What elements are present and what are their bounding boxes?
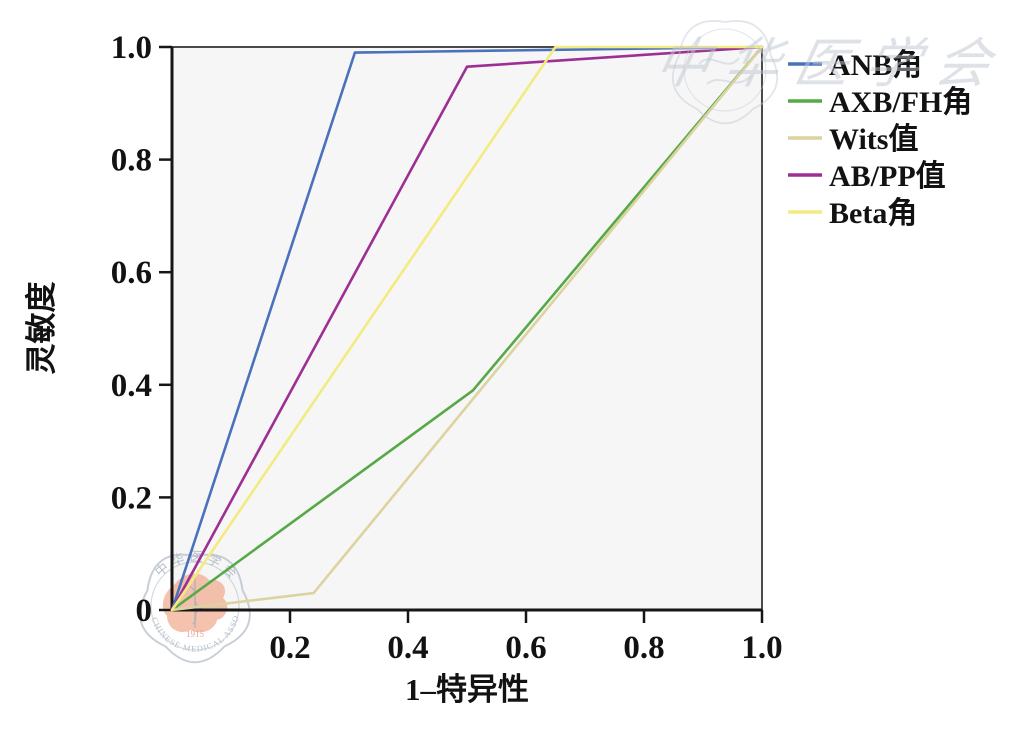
x-tick-label: 0.8 <box>623 630 664 666</box>
y-tick-label: 0.8 <box>111 143 152 179</box>
legend-item-ANB角: ANB角 <box>788 49 922 82</box>
curves-layer <box>170 45 764 612</box>
roc-curve-AB/PP值 <box>170 45 764 612</box>
plot-background-layer <box>172 47 762 610</box>
legend-label: AXB/FH角 <box>829 86 972 119</box>
calligraphy-text: 中华医学会 <box>649 34 1009 94</box>
plot-background <box>172 47 762 610</box>
seal-scalloped-border <box>139 553 251 664</box>
y-tick-label: 0 <box>136 593 153 629</box>
roc-curve-Beta角 <box>170 45 764 612</box>
seal-scalloped-border <box>671 20 779 125</box>
y-axis-title: 灵敏度 <box>24 282 59 375</box>
seal-signature-squiggle <box>698 57 752 85</box>
x-tick-label: 0.6 <box>505 630 546 666</box>
legend-label: Wits值 <box>829 123 918 156</box>
legend-label: AB/PP值 <box>829 160 946 193</box>
roc-curve-Wits值 <box>170 45 764 612</box>
medical-association-seal-faint <box>671 20 779 125</box>
legend-label: ANB角 <box>829 49 922 82</box>
y-tick-label: 0.6 <box>111 255 152 291</box>
watermark-seal-top-right <box>671 20 779 125</box>
y-tick-label: 0.2 <box>111 480 152 516</box>
x-tick-label: 1.0 <box>741 630 782 666</box>
x-tick-label: 0.4 <box>387 630 428 666</box>
roc-curve-ANB角 <box>170 45 764 612</box>
legend-item-Wits值: Wits值 <box>788 123 918 156</box>
y-tick-label: 1.0 <box>111 30 152 66</box>
legend-item-Beta角: Beta角 <box>788 197 917 230</box>
legend-item-AB/PP值: AB/PP值 <box>788 160 946 193</box>
roc-curve-AXB/FH角 <box>170 45 764 612</box>
x-axis-title: 1–特异性 <box>405 672 529 707</box>
legend-item-AXB/FH角: AXB/FH角 <box>788 86 972 119</box>
axes-layer: 0 0.2 0.4 0.6 0.8 1.0 0.2 0.4 0.6 0.8 1.0 <box>111 30 783 666</box>
legend: ANB角 AXB/FH角 Wits值 AB/PP值 Beta角 <box>788 49 972 230</box>
legend-label: Beta角 <box>829 197 917 230</box>
watermark-calligraphy: 中华医学会 <box>649 34 1009 94</box>
y-tick-label: 0.4 <box>111 368 152 404</box>
x-tick-label: 0.2 <box>269 630 310 666</box>
seal-year-text: 1915 <box>186 629 205 639</box>
seal-inner-circle <box>683 28 767 112</box>
seal-inner-circle <box>150 561 240 651</box>
